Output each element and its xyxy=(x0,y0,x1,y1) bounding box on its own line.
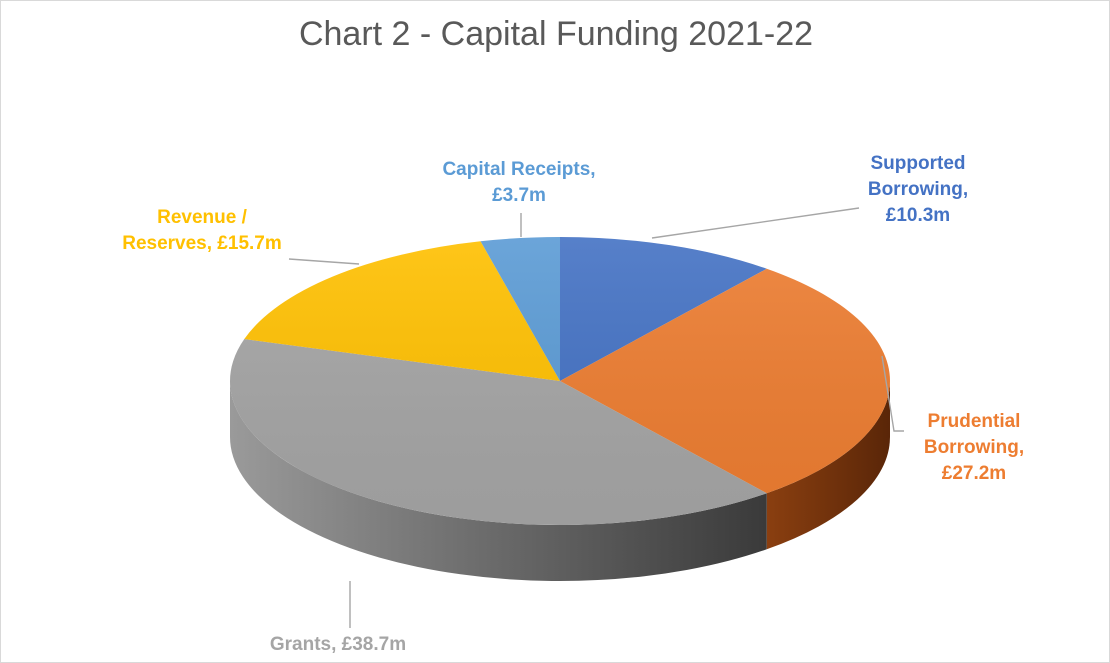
chart-title: Chart 2 - Capital Funding 2021-22 xyxy=(298,15,814,53)
data-label-line: Borrowing, xyxy=(867,179,969,200)
pie-top-sheen xyxy=(230,237,890,525)
data-label-supported-borrowing: Supported Borrowing, £10.3m xyxy=(843,151,993,229)
data-label-grants: Grants, £38.7m xyxy=(223,632,453,658)
pie-top xyxy=(229,237,890,526)
data-label-line: Supported xyxy=(870,153,966,174)
leader-line-1 xyxy=(881,355,904,432)
pie-sides xyxy=(230,381,890,581)
data-label-line: Borrowing, xyxy=(923,437,1025,458)
leader-line-3 xyxy=(288,258,360,265)
data-label-line: Prudential xyxy=(927,411,1021,432)
data-label-revenue-reserves: Revenue / Reserves, £15.7m xyxy=(37,205,367,257)
data-label-capital-receipts: Capital Receipts, £3.7m xyxy=(399,157,639,209)
data-label-prudential-borrowing: Prudential Borrowing, £27.2m xyxy=(899,409,1049,487)
pie-side-2 xyxy=(230,381,767,581)
data-label-line: Grants, £38.7m xyxy=(269,634,407,655)
leader-lines xyxy=(288,207,904,628)
data-label-line: £3.7m xyxy=(492,185,546,206)
data-label-line: £27.2m xyxy=(941,463,1007,484)
pie-side-1 xyxy=(766,381,890,550)
leader-line-0 xyxy=(651,207,860,239)
data-label-line: Capital Receipts, xyxy=(442,159,596,180)
data-label-line: £10.3m xyxy=(885,205,951,226)
data-label-line: Revenue / xyxy=(157,207,247,228)
data-label-line: Reserves, £15.7m xyxy=(122,233,282,254)
